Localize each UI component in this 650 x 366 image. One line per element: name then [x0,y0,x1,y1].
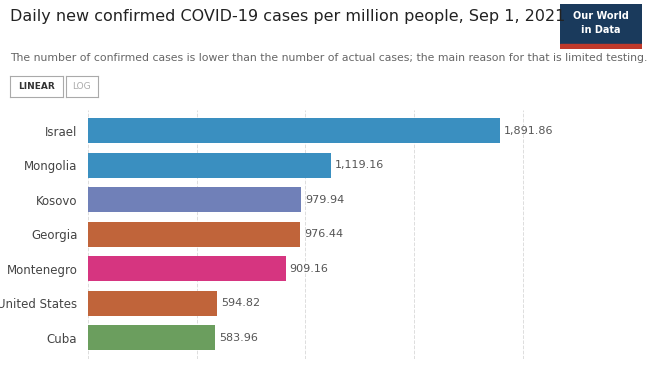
Text: LINEAR: LINEAR [18,82,55,91]
Text: LOG: LOG [73,82,91,91]
Bar [560,44,642,49]
Text: The number of confirmed cases is lower than the number of actual cases; the main: The number of confirmed cases is lower t… [10,53,647,63]
Bar [88,325,215,350]
Text: 1,891.86: 1,891.86 [504,126,553,135]
Bar [88,153,332,178]
Bar [88,291,217,316]
Text: 979.94: 979.94 [305,195,344,205]
Text: Our World: Our World [573,11,629,22]
Text: in Data: in Data [581,25,621,35]
Text: 583.96: 583.96 [219,333,257,343]
Bar [88,222,300,247]
Text: Daily new confirmed COVID-19 cases per million people, Sep 1, 2021: Daily new confirmed COVID-19 cases per m… [10,9,565,24]
Text: 909.16: 909.16 [289,264,328,274]
Text: 594.82: 594.82 [221,298,260,309]
Bar [88,187,301,212]
Text: 1,119.16: 1,119.16 [335,160,385,170]
Bar [88,256,285,281]
Text: 976.44: 976.44 [304,229,343,239]
Bar [88,118,500,143]
